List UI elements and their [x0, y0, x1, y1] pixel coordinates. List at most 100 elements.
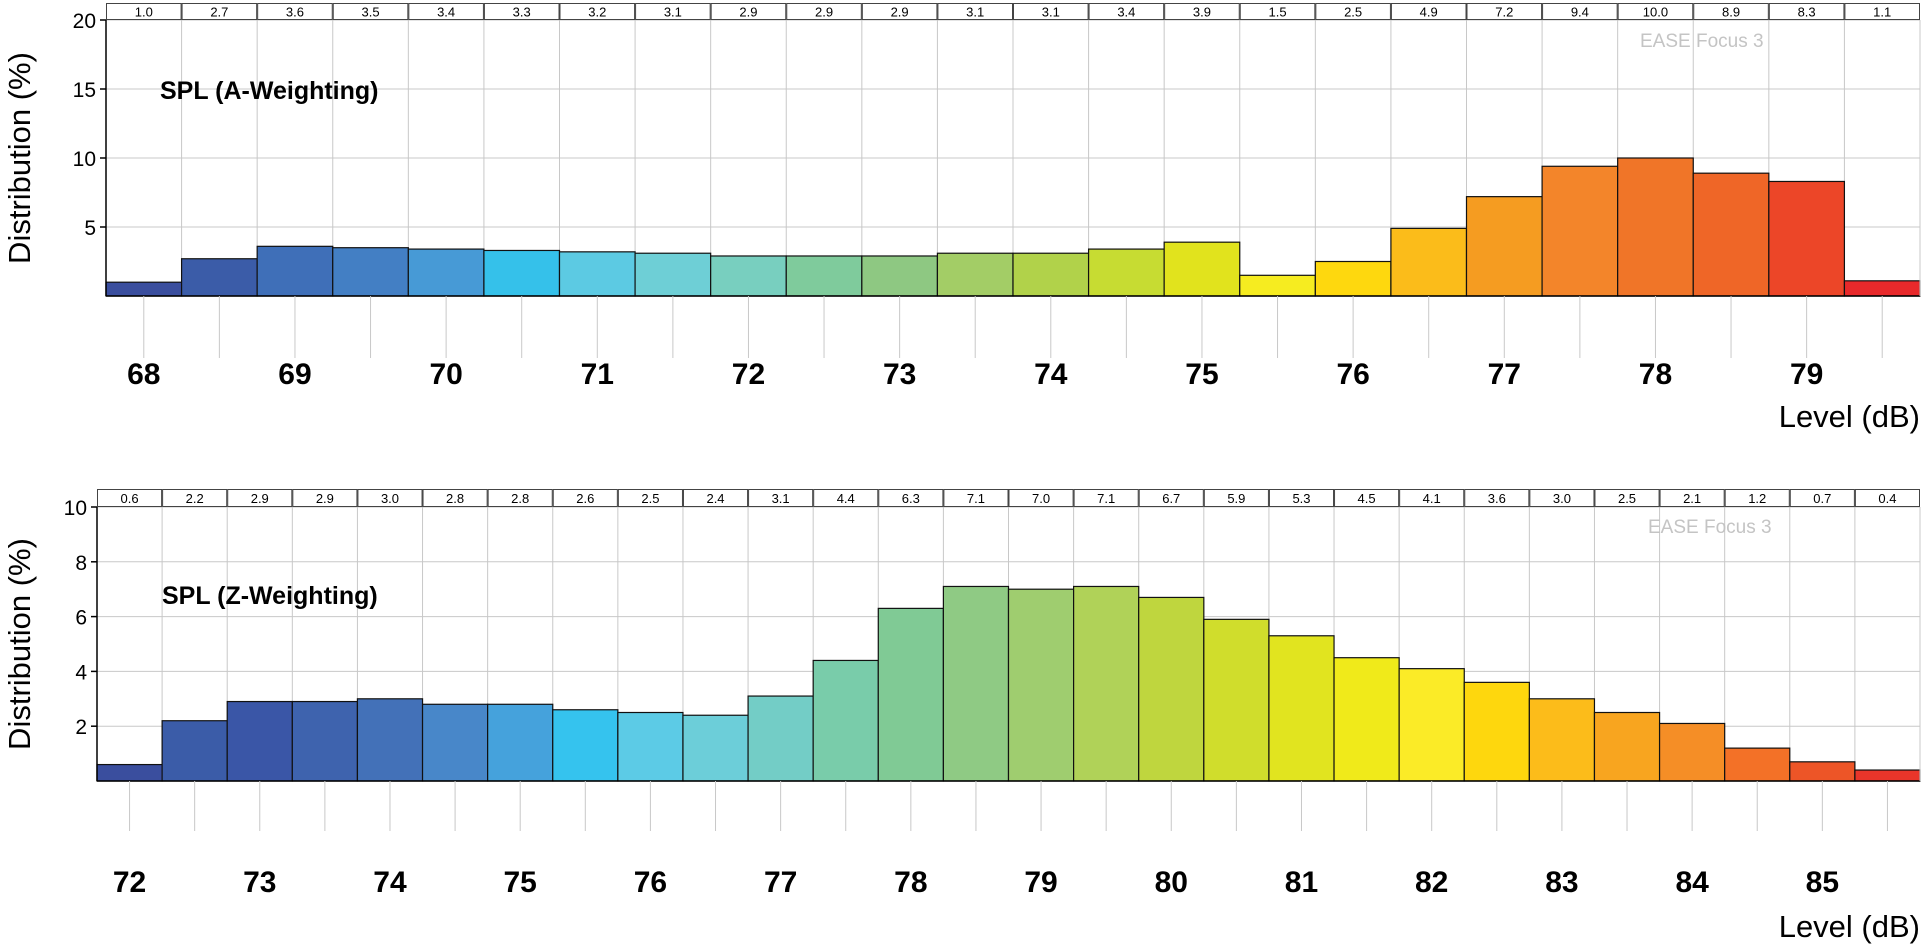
bar-value-label: 2.9	[891, 5, 909, 20]
bar-value-label: 1.1	[1873, 5, 1891, 20]
value-label-box	[1203, 489, 1269, 507]
bar-value-label: 2.6	[576, 491, 594, 506]
histogram-bar	[96, 763, 163, 782]
value-label-box	[1659, 489, 1725, 507]
bar-value-label: 3.1	[966, 5, 984, 20]
bar-value-label: 7.1	[1097, 491, 1115, 506]
value-label-box	[1073, 489, 1139, 507]
bar-value-label: 5.3	[1292, 491, 1310, 506]
x-axis-title: Level (dB)	[1779, 399, 1920, 434]
x-axis-title: Level (dB)	[1779, 909, 1920, 944]
x-tick-label: 68	[127, 358, 160, 391]
histogram-bar	[1073, 585, 1140, 782]
watermark-text: EASE Focus 3	[1648, 517, 1772, 538]
bar-value-label: 2.9	[815, 5, 833, 20]
bar-value-label: 2.9	[316, 491, 334, 506]
value-label-box	[1542, 3, 1618, 20]
histogram-bar	[1692, 172, 1770, 297]
value-label-box	[1464, 489, 1530, 507]
value-label-box	[1768, 3, 1845, 20]
x-tick-label: 74	[1034, 358, 1068, 391]
y-axis-title: Distribution (%)	[2, 52, 37, 264]
value-label-box	[1844, 3, 1920, 20]
value-label-box	[1617, 3, 1694, 20]
value-label-box	[748, 489, 814, 507]
value-label-box	[1399, 489, 1465, 507]
spl-z-weighting-panel: 0.6 2.2 2.9 2.9 3.0 2.8 2.8 2.6 2.5 2.4 3.1 4.4 6.3 7…	[2, 489, 1921, 944]
value-label-box	[682, 489, 749, 507]
y-tick-label: 20	[73, 10, 96, 33]
value-label-box	[1854, 489, 1920, 507]
y-tick-label: 6	[75, 607, 87, 630]
x-tick-label: 79	[1790, 358, 1823, 391]
bar-value-label: 0.4	[1878, 491, 1896, 506]
bar-value-label: 4.5	[1358, 491, 1376, 506]
value-label-box	[1138, 489, 1204, 507]
histogram-bar	[861, 255, 939, 297]
bar-value-label: 3.4	[1117, 5, 1135, 20]
bar-value-label: 3.1	[772, 491, 790, 506]
histogram-bar	[1398, 668, 1465, 782]
value-label-box	[559, 3, 636, 20]
y-tick-label: 8	[75, 552, 87, 575]
histogram-bar	[558, 251, 636, 297]
bar-value-label: 8.9	[1722, 5, 1740, 20]
x-tick-label: 81	[1285, 866, 1318, 899]
bar-value-label: 2.5	[1618, 491, 1636, 506]
bar-value-label: 8.3	[1798, 5, 1816, 20]
histogram-bar	[634, 252, 712, 297]
value-label-box	[1724, 489, 1790, 507]
histogram-bar	[812, 659, 879, 782]
y-axis-title: Distribution (%)	[2, 538, 37, 750]
x-tick-label: 77	[1488, 358, 1521, 391]
y-tick-label: 10	[64, 497, 87, 520]
bar-value-label: 1.2	[1748, 491, 1766, 506]
bar-value-label: 2.5	[641, 491, 659, 506]
histogram-bar	[1012, 252, 1090, 297]
value-label-box	[422, 489, 488, 507]
watermark-text: EASE Focus 3	[1640, 31, 1764, 52]
histogram-bar	[1138, 596, 1205, 782]
histogram-bar	[1789, 761, 1856, 782]
value-label-box	[487, 489, 553, 507]
histogram-bar	[1463, 681, 1530, 782]
value-label-box	[937, 3, 1014, 20]
value-label-box	[861, 3, 938, 20]
x-tick-label: 73	[883, 358, 916, 391]
y-tick-label: 15	[73, 79, 96, 102]
bar-value-label: 5.9	[1227, 491, 1245, 506]
bar-value-label: 2.1	[1683, 491, 1701, 506]
bar-value-label: 3.9	[1193, 5, 1211, 20]
value-label-box	[97, 489, 163, 507]
bar-value-label: 2.2	[186, 491, 204, 506]
y-tick-label: 10	[73, 148, 96, 171]
bar-value-label: 3.4	[437, 5, 455, 20]
value-label-box	[943, 489, 1009, 507]
histogram-bar	[1333, 657, 1400, 782]
histogram-bar	[785, 255, 863, 297]
chart-title: SPL (A-Weighting)	[160, 77, 379, 105]
bar-value-label: 3.5	[362, 5, 380, 20]
bar-value-label: 2.5	[1344, 5, 1362, 20]
value-label-box	[786, 3, 862, 20]
value-label-box	[1693, 3, 1769, 20]
value-label-box	[1466, 3, 1543, 20]
bar-value-label: 1.5	[1269, 5, 1287, 20]
value-label-box	[710, 3, 787, 20]
x-tick-label: 75	[504, 866, 537, 899]
bar-value-label: 2.7	[210, 5, 228, 20]
histogram-bar	[161, 720, 228, 782]
histogram-bar	[256, 245, 334, 297]
histogram-bar	[1724, 747, 1791, 782]
histogram-bar	[1239, 274, 1316, 297]
bar-value-label: 2.8	[446, 491, 464, 506]
x-tick-label: 74	[373, 866, 407, 899]
histogram-bar	[1465, 196, 1543, 297]
bar-value-label: 3.3	[513, 5, 531, 20]
bar-value-label: 7.0	[1032, 491, 1050, 506]
value-label-box	[1164, 3, 1240, 20]
histogram-bar	[936, 252, 1014, 297]
histogram-bar	[1617, 157, 1694, 297]
bar-value-label: 3.2	[588, 5, 606, 20]
